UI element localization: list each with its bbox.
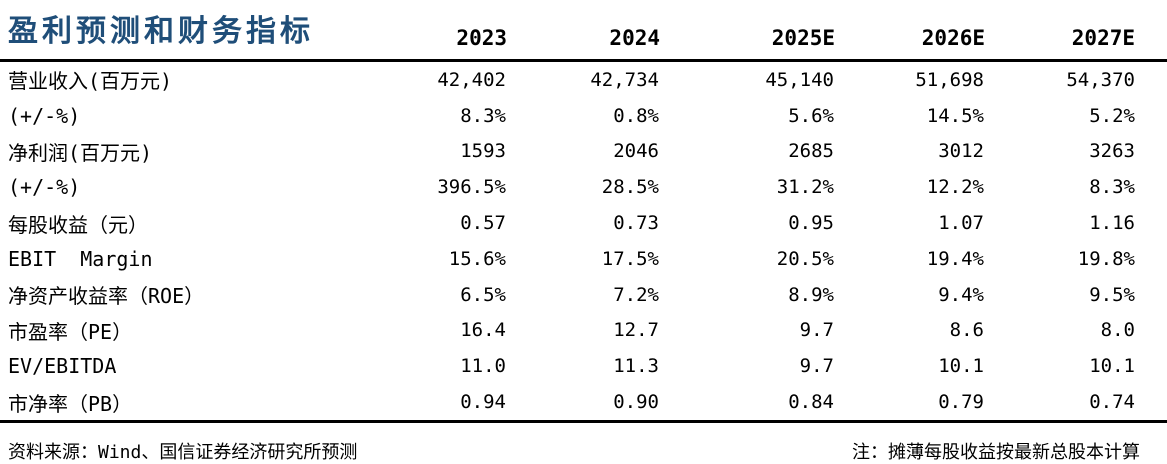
cell-value: 1593 [460,140,506,163]
cell-value: 10.1 [1089,355,1135,378]
cell-value: 6.5% [460,283,506,306]
cell-value: 8.6 [949,319,984,342]
cell-value: 1.07 [938,212,984,235]
table-row: (+/-%) 396.5% 28.5% 31.2% 12.2% 8.3% [0,169,1167,205]
row-label: 净利润(百万元) [8,140,153,165]
cell-value: 42,734 [590,68,659,91]
cell-value: 0.8% [613,104,659,127]
cell-value: 396.5% [437,176,506,199]
cell-value: 17.5% [601,247,659,270]
cell-value: 2685 [788,140,834,163]
cell-value: 12.7 [613,319,659,342]
row-label: 市盈率（PE） [8,319,133,344]
eps-note: 注：摊薄每股收益按最新总股本计算 [852,441,1140,463]
cell-value: 45,140 [765,68,834,91]
cell-value: 19.8% [1077,247,1135,270]
cell-value: 7.2% [613,283,659,306]
cell-value: 0.90 [507,384,660,423]
header-row: 盈利预测和财务指标 2023 2024 2025E 2026E 2027E [0,0,1167,62]
row-label: 每股收益（元） [8,212,148,237]
cell-value: 3012 [938,140,984,163]
row-label: 净资产收益率（ROE） [8,284,205,309]
cell-value: 11.0 [460,355,506,378]
table-row: 市盈率（PE） 16.4 12.7 9.7 8.6 8.0 [0,313,1167,349]
table-row: EBIT Margin 15.6% 17.5% 20.5% 19.4% 19.8% [0,241,1167,277]
cell-value: 10.1 [938,355,984,378]
footer: 资料来源：Wind、国信证券经济研究所预测 注：摊薄每股收益按最新总股本计算 [0,423,1167,464]
cell-value: 14.5% [926,104,984,127]
cell-value: 1.16 [1089,212,1135,235]
column-header-year: 2023 [400,0,507,62]
cell-value: 28.5% [601,176,659,199]
table-row: (+/-%) 8.3% 0.8% 5.6% 14.5% 5.2% [0,98,1167,134]
column-header-year: 2024 [507,0,660,62]
cell-value: 9.4% [938,283,984,306]
cell-value: 3263 [1089,140,1135,163]
source-note: 资料来源：Wind、国信证券经济研究所预测 [8,441,358,463]
cell-value: 16.4 [460,319,506,342]
cell-value: 9.7 [799,355,834,378]
table-row: EV/EBITDA 11.0 11.3 9.7 10.1 10.1 [0,348,1167,384]
cell-value: 5.2% [1089,104,1135,127]
cell-value: 15.6% [448,247,506,270]
financial-forecast-table: 盈利预测和财务指标 2023 2024 2025E 2026E 2027E 营业… [0,0,1167,423]
cell-value: 0.95 [788,212,834,235]
table-title: 盈利预测和财务指标 [0,0,400,62]
column-header-year: 2026E [835,0,985,62]
cell-value: 51,698 [915,68,984,91]
cell-value: 31.2% [776,176,834,199]
column-header-year: 2027E [985,0,1167,62]
row-label: (+/-%) [8,103,81,128]
cell-value: 12.2% [926,176,984,199]
cell-value: 20.5% [776,247,834,270]
cell-value: 19.4% [926,247,984,270]
cell-value: 11.3 [613,355,659,378]
cell-value: 8.9% [788,283,834,306]
cell-value: 42,402 [437,68,506,91]
row-label: EV/EBITDA [8,354,117,379]
table-row: 净资产收益率（ROE） 6.5% 7.2% 8.9% 9.4% 9.5% [0,277,1167,313]
cell-value: 2046 [613,140,659,163]
table-body: 营业收入(百万元) 42,402 42,734 45,140 51,698 54,370… [0,61,1167,423]
cell-value: 0.94 [400,384,507,423]
row-label: EBIT Margin [8,246,153,271]
cell-value: 9.7 [799,319,834,342]
cell-value: 8.3% [1089,176,1135,199]
table-row: 每股收益（元） 0.57 0.73 0.95 1.07 1.16 [0,205,1167,241]
column-header-year: 2025E [660,0,835,62]
cell-value: 54,370 [1066,68,1135,91]
table-row: 市净率（PB） 0.94 0.90 0.84 0.79 0.74 [0,384,1167,423]
table-row: 营业收入(百万元) 42,402 42,734 45,140 51,698 54,370 [0,61,1167,98]
cell-value: 8.0 [1100,319,1135,342]
cell-value: 0.73 [613,212,659,235]
row-label: 营业收入(百万元) [8,69,173,94]
table-row: 净利润(百万元) 1593 2046 2685 3012 3263 [0,134,1167,170]
cell-value: 0.74 [985,384,1167,423]
cell-value: 8.3% [460,104,506,127]
cell-value: 5.6% [788,104,834,127]
row-label: (+/-%) [8,175,81,200]
cell-value: 0.57 [460,212,506,235]
row-label: 市净率（PB） [0,384,400,423]
cell-value: 9.5% [1089,283,1135,306]
cell-value: 0.84 [660,384,835,423]
cell-value: 0.79 [835,384,985,423]
